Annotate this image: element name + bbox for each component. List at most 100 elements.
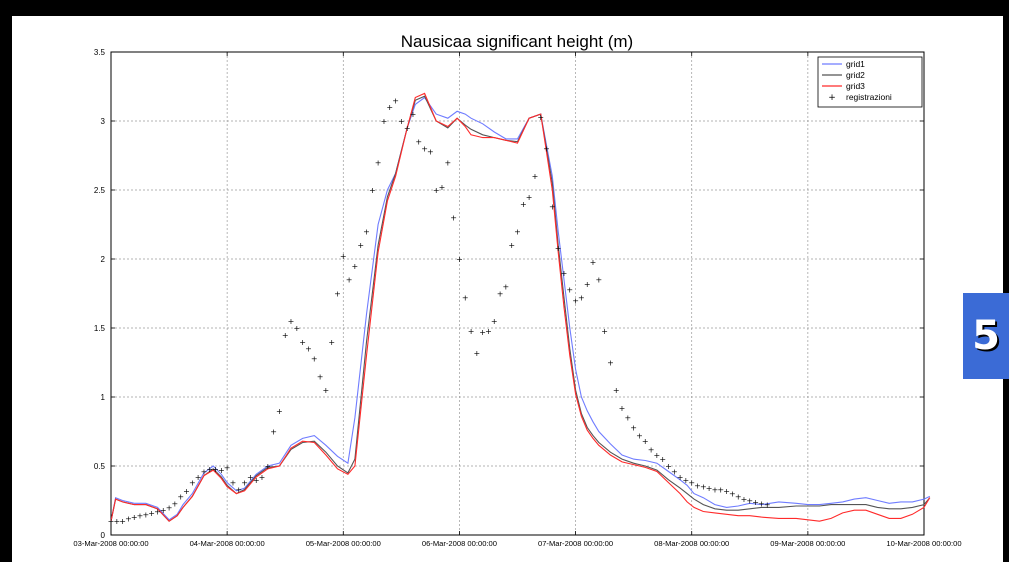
- data-point-registrazioni: +: [328, 338, 335, 347]
- data-point-registrazioni: +: [497, 290, 504, 299]
- data-point-registrazioni: +: [154, 508, 161, 517]
- data-point-registrazioni: +: [212, 465, 219, 474]
- data-point-registrazioni: +: [723, 487, 730, 496]
- data-point-registrazioni: +: [259, 473, 266, 482]
- data-point-registrazioni: +: [108, 517, 115, 526]
- data-point-registrazioni: +: [729, 490, 736, 499]
- data-point-registrazioni: +: [253, 476, 260, 485]
- data-point-registrazioni: +: [427, 147, 434, 156]
- y-tick-label: 2: [101, 255, 106, 264]
- data-point-registrazioni: +: [206, 465, 213, 474]
- data-point-registrazioni: +: [462, 294, 469, 303]
- axis-ticks: 03-Mar-2008 00:00:00 04-Mar-2008 00:00:00…: [73, 48, 961, 548]
- data-point-registrazioni: +: [247, 473, 254, 482]
- legend-box: [817, 56, 923, 108]
- data-point-registrazioni: +: [648, 445, 655, 454]
- data-point-registrazioni: +: [288, 317, 295, 326]
- data-point-registrazioni: +: [439, 183, 446, 192]
- series-line-grid1: [110, 96, 931, 522]
- legend: grid1 grid2 grid3 + registrazioni: [817, 56, 923, 108]
- data-point-registrazioni: +: [410, 110, 417, 119]
- data-point-registrazioni: +: [218, 466, 225, 475]
- y-tick-label: 3.5: [94, 48, 106, 57]
- data-point-registrazioni: +: [433, 186, 440, 195]
- data-point-registrazioni: +: [305, 345, 312, 354]
- data-point-registrazioni: +: [270, 428, 277, 437]
- x-tick-label: 03-Mar-2008 00:00:00: [73, 539, 148, 548]
- data-point-registrazioni: +: [450, 214, 457, 223]
- data-point-registrazioni: +: [456, 255, 463, 264]
- data-point-registrazioni: +: [630, 423, 637, 432]
- x-tick-label: 08-Mar-2008 00:00:00: [654, 539, 729, 548]
- right-border: [1003, 0, 1009, 562]
- data-point-registrazioni: +: [131, 513, 138, 522]
- data-point-registrazioni: +: [369, 186, 376, 195]
- data-point-registrazioni: +: [642, 437, 649, 446]
- data-point-registrazioni: +: [526, 193, 533, 202]
- grid-lines: [111, 52, 924, 535]
- data-point-registrazioni: +: [543, 145, 550, 154]
- data-point-registrazioni: +: [764, 501, 771, 510]
- data-point-registrazioni: +: [479, 328, 486, 337]
- data-point-registrazioni: +: [752, 498, 759, 507]
- plot-area: [110, 51, 925, 536]
- data-point-registrazioni: +: [607, 359, 614, 368]
- data-point-registrazioni: +: [613, 386, 620, 395]
- data-point-registrazioni: +: [537, 113, 544, 122]
- data-point-registrazioni: +: [224, 463, 231, 472]
- data-point-registrazioni: +: [572, 296, 579, 305]
- data-point-registrazioni: +: [363, 227, 370, 236]
- data-point-registrazioni: +: [352, 262, 359, 271]
- data-point-registrazioni: +: [706, 484, 713, 493]
- data-point-registrazioni: +: [119, 517, 126, 526]
- data-point-registrazioni: +: [398, 117, 405, 126]
- data-point-registrazioni: +: [758, 499, 765, 508]
- y-tick-label: 1.5: [94, 324, 106, 333]
- data-point-registrazioni: +: [717, 485, 724, 494]
- data-point-registrazioni: +: [392, 96, 399, 105]
- series-line-grid2: [110, 95, 931, 522]
- data-point-registrazioni: +: [485, 327, 492, 336]
- legend-label-registrazioni: registrazioni: [846, 92, 892, 102]
- data-point-registrazioni: +: [590, 258, 597, 267]
- data-point-registrazioni: +: [566, 285, 573, 294]
- top-border: [0, 0, 1009, 16]
- y-tick-label: 2.5: [94, 186, 106, 195]
- data-point-registrazioni: +: [177, 492, 184, 501]
- data-point-registrazioni: +: [230, 479, 237, 488]
- data-point-registrazioni: +: [189, 479, 196, 488]
- data-point-registrazioni: +: [421, 145, 428, 154]
- data-point-registrazioni: +: [282, 331, 289, 340]
- data-point-registrazioni: +: [113, 517, 120, 526]
- data-point-registrazioni: +: [671, 468, 678, 477]
- legend-label-grid2: grid2: [846, 70, 865, 80]
- data-point-registrazioni: +: [346, 276, 353, 285]
- data-point-registrazioni: +: [381, 117, 388, 126]
- data-point-registrazioni: +: [235, 485, 242, 494]
- legend-label-grid1: grid1: [846, 59, 865, 69]
- data-point-registrazioni: +: [323, 386, 330, 395]
- data-point-registrazioni: +: [636, 432, 643, 441]
- data-point-registrazioni: +: [654, 451, 661, 460]
- data-point-registrazioni: +: [317, 372, 324, 381]
- data-point-registrazioni: +: [688, 479, 695, 488]
- data-point-registrazioni: +: [160, 506, 167, 515]
- x-tick-label: 05-Mar-2008 00:00:00: [306, 539, 381, 548]
- data-point-registrazioni: +: [624, 414, 631, 423]
- data-point-registrazioni: +: [508, 241, 515, 250]
- data-point-registrazioni: +: [444, 158, 451, 167]
- data-point-registrazioni: +: [468, 327, 475, 336]
- page-number-badge: 5: [963, 293, 1009, 379]
- series-layer: + + + + + + + + + + + ++++++ + + + +++++ + ++++++++++++++…: [108, 92, 931, 526]
- data-point-registrazioni: +: [741, 495, 748, 504]
- data-point-registrazioni: +: [561, 269, 568, 278]
- data-point-registrazioni: +: [694, 481, 701, 490]
- x-tick-label: 06-Mar-2008 00:00:00: [422, 539, 497, 548]
- data-point-registrazioni: +: [166, 503, 173, 512]
- data-point-registrazioni: +: [659, 455, 666, 464]
- y-tick-label: 1: [101, 393, 106, 402]
- y-tick-label: 0.5: [94, 462, 106, 471]
- data-point-registrazioni: +: [491, 317, 498, 326]
- data-point-registrazioni: +: [125, 514, 132, 523]
